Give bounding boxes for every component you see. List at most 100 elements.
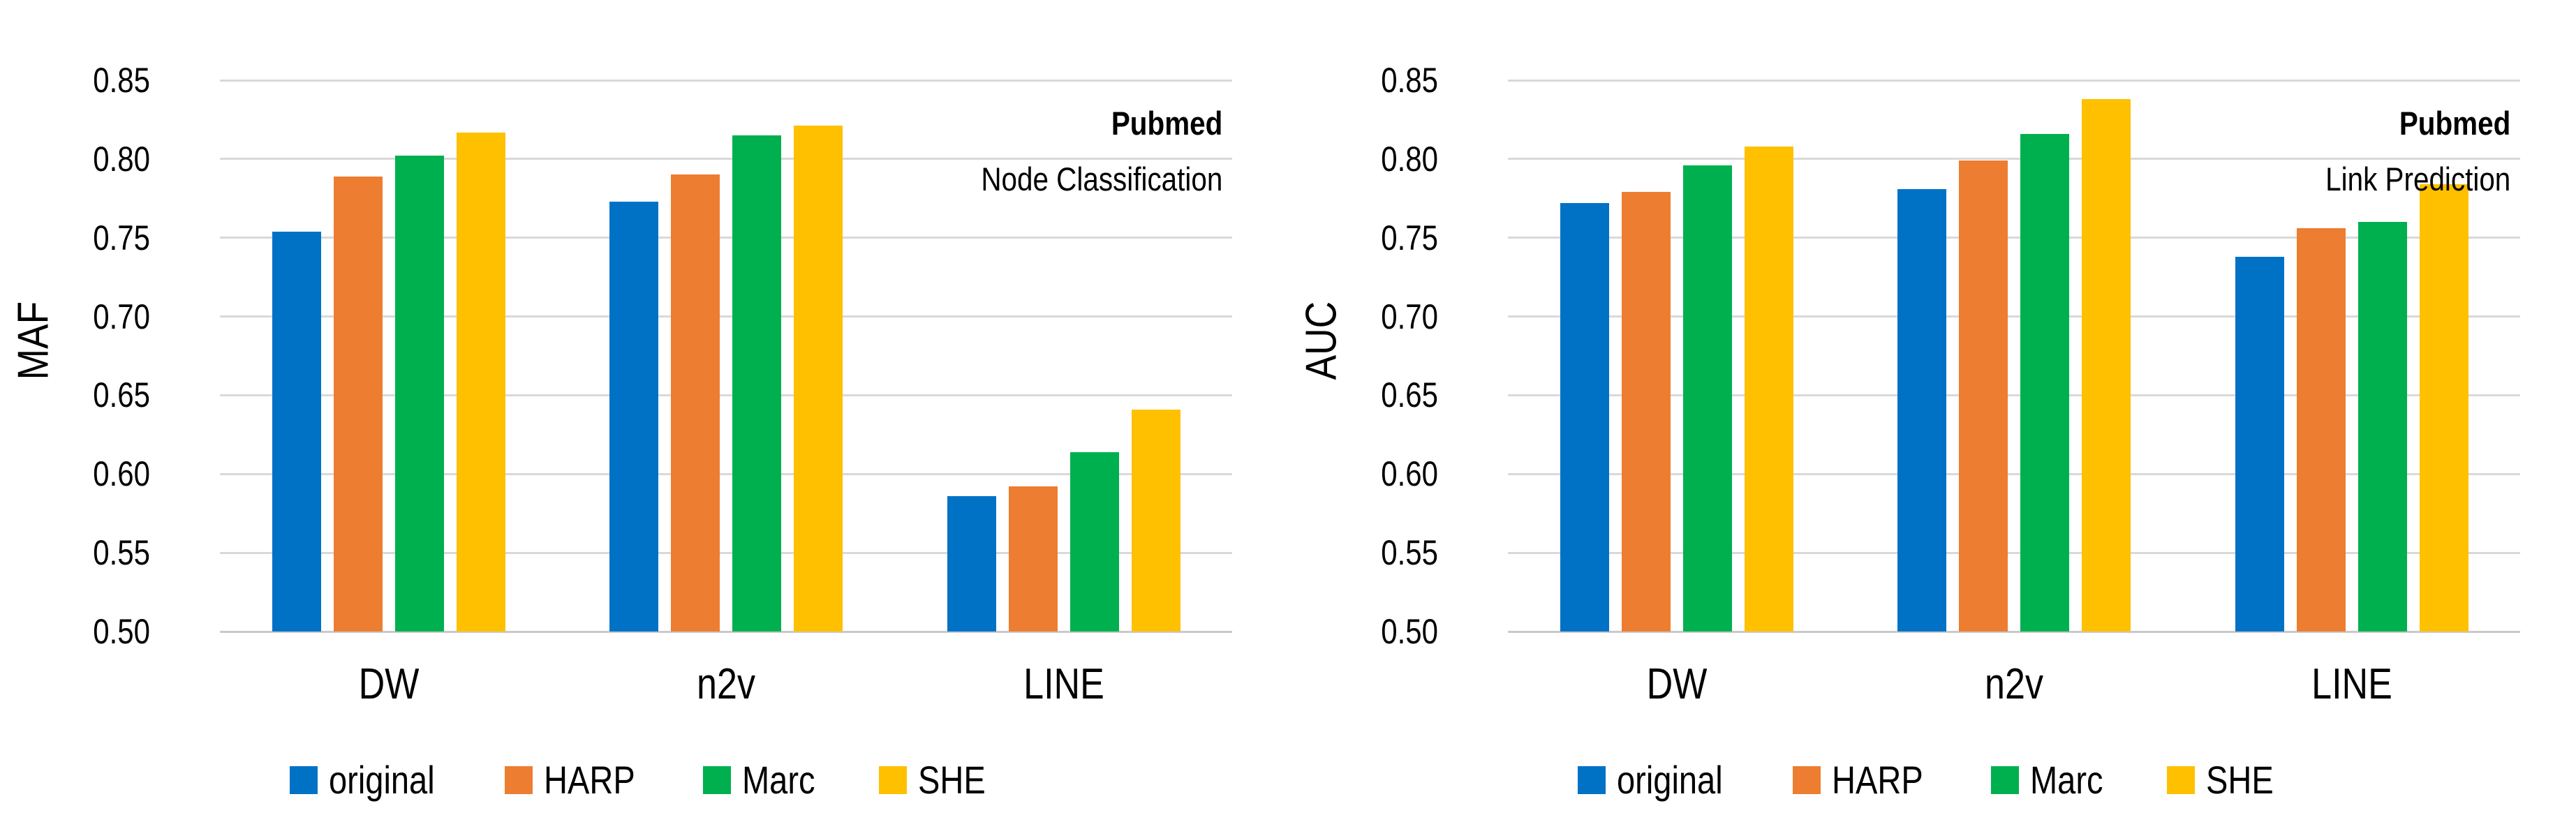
bar-group-n2v xyxy=(609,80,843,632)
bar-Marc-LINE xyxy=(2358,222,2408,632)
legend-label: original xyxy=(1616,758,1723,802)
x-category-label-DW: DW xyxy=(1646,660,1708,708)
legend-swatch-icon xyxy=(1793,766,1821,794)
gridline xyxy=(1508,158,2520,160)
y-tick-label: 0.70 xyxy=(1381,297,1438,336)
gridline xyxy=(220,158,1232,160)
gridline xyxy=(220,79,1232,82)
gridline xyxy=(220,551,1232,554)
legend-swatch-icon xyxy=(2167,766,2196,794)
y-axis-title: MAF xyxy=(9,301,58,380)
legend-label: SHE xyxy=(918,758,986,802)
bar-SHE-LINE xyxy=(1132,409,1181,632)
y-tick-label: 0.60 xyxy=(93,454,150,494)
legend-swatch-icon xyxy=(1990,766,2019,794)
gridline xyxy=(1508,551,2520,554)
bar-Marc-DW xyxy=(395,156,445,632)
annotation-task-name: Link Prediction xyxy=(2325,160,2510,197)
bar-SHE-DW xyxy=(1745,146,1794,632)
chart-link-prediction: AUC 0.85 0.80 0.75 0.70 0.65 0.60 0.55 0.50 DW n2v… xyxy=(1288,0,2576,829)
bar-Marc-n2v xyxy=(2020,133,2069,632)
legend-item-HARP: HARP xyxy=(1793,759,1941,801)
y-tick-label: 0.65 xyxy=(93,375,150,415)
bar-original-n2v xyxy=(1897,188,1946,632)
legend-label: Marc xyxy=(2029,758,2103,802)
bar-Marc-DW xyxy=(1683,165,1733,632)
legend-item-original: original xyxy=(1577,758,1743,802)
y-tick-label: 0.85 xyxy=(93,61,150,100)
legend-item-SHE: SHE xyxy=(2167,759,2286,801)
annotation-dataset-name: Pubmed xyxy=(1111,105,1222,142)
legend-label: Marc xyxy=(741,758,815,802)
bar-SHE-n2v xyxy=(794,126,843,632)
legend-label: HARP xyxy=(1832,758,1923,802)
y-tick-label: 0.50 xyxy=(93,612,150,651)
gridline xyxy=(1508,472,2520,475)
y-tick-label: 0.70 xyxy=(93,297,150,336)
legend-swatch-icon xyxy=(1577,766,1606,794)
bar-SHE-DW xyxy=(457,132,506,632)
bar-HARP-LINE xyxy=(1009,486,1058,632)
bar-HARP-n2v xyxy=(671,174,720,632)
bar-HARP-DW xyxy=(334,176,383,632)
legend-label: original xyxy=(328,758,435,802)
y-tick-label: 0.65 xyxy=(1381,375,1438,415)
bar-group-DW xyxy=(272,80,506,632)
legend-item-Marc: Marc xyxy=(1990,758,2117,802)
y-tick-label: 0.50 xyxy=(1381,612,1438,651)
legend-swatch-icon xyxy=(879,766,908,794)
y-axis-title: AUC xyxy=(1297,301,1346,380)
gridline xyxy=(220,472,1232,475)
bar-group-LINE xyxy=(947,80,1181,632)
bar-original-DW xyxy=(272,231,322,632)
bar-SHE-LINE xyxy=(2420,184,2469,632)
legend: original HARP Marc SHE xyxy=(1288,759,2576,801)
legend-item-Marc: Marc xyxy=(702,758,829,802)
annotation-dataset-name: Pubmed xyxy=(2399,105,2510,142)
bar-Marc-LINE xyxy=(1070,451,1120,632)
bar-original-n2v xyxy=(609,201,658,632)
x-category-label-LINE: LINE xyxy=(1023,660,1105,708)
y-tick-label: 0.80 xyxy=(1381,139,1438,179)
legend-swatch-icon xyxy=(702,766,731,794)
gridline xyxy=(220,394,1232,396)
bar-SHE-n2v xyxy=(2082,99,2131,632)
bar-HARP-LINE xyxy=(2297,228,2346,632)
legend-label: HARP xyxy=(544,758,635,802)
y-tick-label: 0.55 xyxy=(93,533,150,573)
legend-item-original: original xyxy=(289,758,455,802)
x-category-label-LINE: LINE xyxy=(2311,660,2393,708)
gridline xyxy=(1508,315,2520,318)
bar-original-LINE xyxy=(2235,256,2285,632)
chart-node-classification: MAF 0.85 0.80 0.75 0.70 0.65 0.60 0.55 0.50 DW n2v… xyxy=(0,61,1288,801)
x-category-label-n2v: n2v xyxy=(1985,660,2043,708)
bar-group-LINE xyxy=(2235,80,2469,632)
bar-Marc-n2v xyxy=(732,135,781,632)
y-tick-label: 0.80 xyxy=(93,139,150,179)
bar-original-LINE xyxy=(947,495,997,632)
legend-item-HARP: HARP xyxy=(505,759,653,801)
gridline xyxy=(1508,394,2520,396)
bar-HARP-n2v xyxy=(1959,160,2008,632)
bar-group-n2v xyxy=(1897,80,2131,632)
legend: original HARP Marc SHE xyxy=(0,759,1288,801)
x-axis-line xyxy=(220,631,1232,633)
chart-annotation: Pubmed Node Classification xyxy=(981,96,1222,207)
legend-swatch-icon xyxy=(289,766,318,794)
y-tick-label: 0.75 xyxy=(1381,218,1438,257)
x-category-label-DW: DW xyxy=(358,660,420,708)
y-tick-label: 0.60 xyxy=(1381,454,1438,494)
gridline xyxy=(1508,79,2520,82)
bar-HARP-DW xyxy=(1622,192,1671,632)
y-tick-label: 0.85 xyxy=(1381,61,1438,100)
gridline xyxy=(1508,237,2520,239)
x-axis-line xyxy=(1508,631,2520,633)
bar-original-DW xyxy=(1560,203,1610,632)
plot-area xyxy=(220,79,1232,633)
y-tick-label: 0.55 xyxy=(1381,533,1438,573)
bar-group-DW xyxy=(1560,80,1794,632)
y-tick-label: 0.75 xyxy=(93,218,150,257)
x-category-label-n2v: n2v xyxy=(697,660,755,708)
chart-annotation: Pubmed Link Prediction xyxy=(2325,96,2510,207)
